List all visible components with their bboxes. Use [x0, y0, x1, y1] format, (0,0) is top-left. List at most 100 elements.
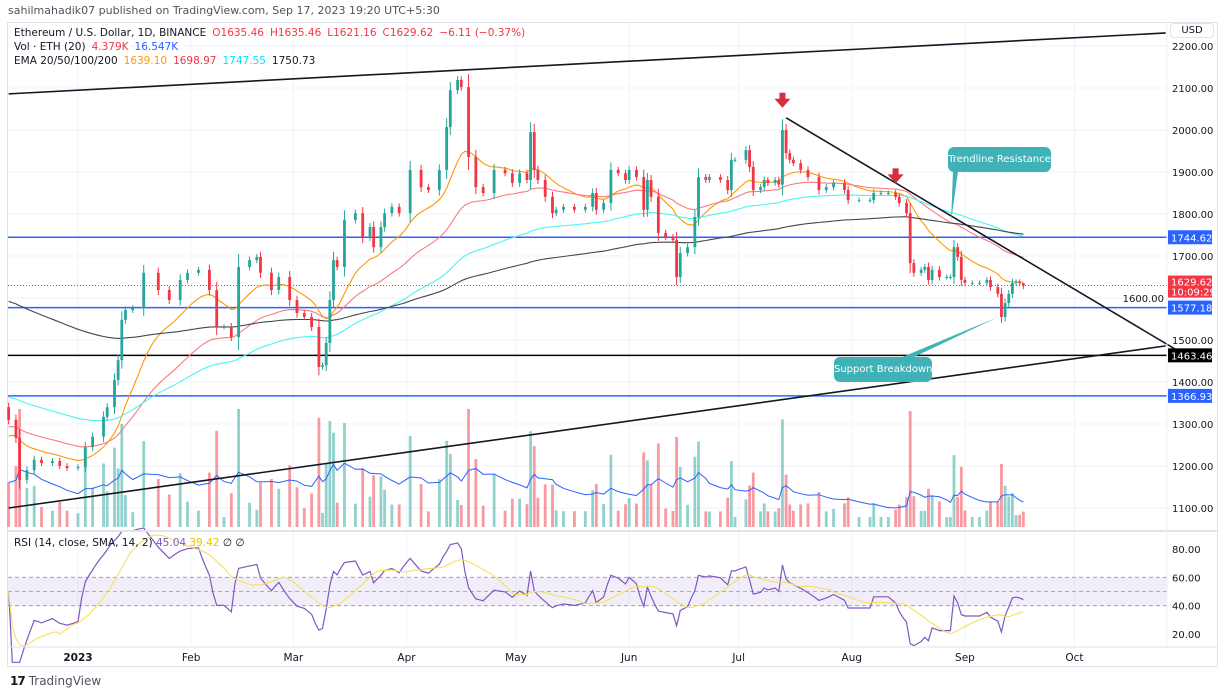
volume-bar [543, 484, 547, 527]
ohlc-open: O1635.46 [212, 27, 264, 39]
candle-body [332, 260, 335, 301]
candle-body [229, 326, 233, 338]
callout-pointer [951, 171, 958, 222]
candle-body [697, 177, 700, 217]
candle-body [40, 459, 43, 464]
price-tick-label: 1800.00 [1172, 210, 1213, 221]
candle-body [302, 313, 306, 317]
candle-body [1018, 282, 1022, 284]
volume-bar [354, 503, 357, 527]
volume-bar [678, 466, 682, 527]
ema100-value: 1747.55 [222, 55, 266, 67]
candle-body [1021, 283, 1025, 286]
candle-body [609, 169, 613, 204]
candle-body [938, 269, 941, 277]
time-tick-label: Oct [1065, 652, 1083, 664]
candle-body [328, 300, 332, 343]
ema20-value: 1639.10 [123, 55, 168, 67]
volume-bar [270, 479, 273, 527]
volume-bar [978, 517, 981, 527]
volume-bar [624, 504, 627, 527]
candle-body [397, 206, 401, 214]
volume-bar [229, 493, 233, 527]
price-tick-label: 2100.00 [1172, 84, 1213, 95]
candle-body [105, 407, 109, 417]
candle-body [310, 316, 313, 327]
volume-bar [124, 495, 127, 527]
candle-body [178, 279, 182, 301]
volume-bar [832, 508, 835, 527]
volume-bar [335, 502, 339, 527]
candle-body [930, 269, 934, 280]
price-tick-label: 1400.00 [1172, 378, 1213, 389]
volume-bar [573, 511, 576, 527]
volume-bar [368, 496, 372, 527]
volume-bar [908, 410, 912, 527]
level-price-label: 1744.62 [1171, 233, 1212, 244]
legend-volume-row[interactable]: Vol · ETH (20) 4.379K 16.547K [14, 41, 184, 53]
rsi-label: RSI (14, close, SMA, 14, 2) [14, 537, 153, 549]
ohlc-low: L1621.16 [327, 27, 377, 39]
candle-body [678, 253, 682, 277]
candle-body [729, 159, 733, 191]
candle-body [583, 206, 587, 210]
callout-trendline-resistance[interactable]: Trendline Resistance [948, 147, 1051, 172]
candle-body [897, 196, 901, 204]
candle-body [383, 213, 386, 228]
candle-body [744, 150, 748, 160]
volume-bar [784, 474, 788, 527]
volume-bar [131, 512, 135, 527]
volume-bar [686, 504, 689, 527]
candle-body [372, 227, 376, 248]
candle-body [532, 132, 536, 170]
callout-support-breakdown[interactable]: Support Breakdown [834, 357, 933, 382]
volume-bar [467, 409, 470, 527]
candle-body [843, 182, 846, 191]
volume-bar [324, 463, 328, 527]
candle-body [996, 287, 1000, 294]
candle-body [32, 459, 36, 471]
volume-bar [116, 468, 120, 527]
volume-bar [408, 435, 412, 527]
time-tick-label: May [505, 652, 527, 664]
level-price-tag [1168, 230, 1212, 245]
candle-body [270, 272, 273, 291]
tradingview-logo[interactable]: 17 TradingView [10, 674, 101, 688]
candle-body [970, 282, 974, 284]
volume-bar [302, 508, 306, 527]
volume-bar [748, 485, 751, 527]
candle-body [237, 266, 240, 338]
candle-body [76, 466, 80, 469]
trendline [8, 345, 1166, 509]
candle-body [978, 282, 981, 284]
rsi-tick-label: 20.00 [1172, 630, 1201, 641]
volume-bar [481, 505, 485, 527]
level-price-tag [1168, 348, 1212, 363]
volume-bar [197, 510, 200, 527]
volume-bar [277, 488, 281, 527]
legend-ema-row[interactable]: EMA 20/50/100/200 1639.10 1698.97 1747.55 17… [14, 55, 321, 67]
ohlc-close: C1629.62 [382, 27, 434, 39]
rsi-legend[interactable]: RSI (14, close, SMA, 14, 2) 45.04 39.42 … [14, 537, 244, 549]
candle-body [726, 179, 730, 191]
candle-body [894, 193, 897, 197]
candle-body [156, 272, 160, 291]
time-tick-label: Apr [397, 652, 416, 664]
current-price-tag [1168, 275, 1212, 298]
rsi-tick-label: 80.00 [1172, 545, 1201, 556]
candle-body [751, 166, 755, 191]
candle-body [116, 360, 120, 380]
candle-body [719, 177, 722, 180]
volume-bar [846, 497, 850, 527]
candle-body [1014, 282, 1018, 284]
candle-body [649, 179, 653, 197]
candle-body [492, 169, 496, 193]
candle-body [573, 206, 576, 210]
currency-button[interactable]: USD [1170, 23, 1214, 38]
level-price-tag [1168, 388, 1212, 403]
candle-body [945, 277, 949, 278]
volume-bar [397, 504, 401, 527]
candle-body [799, 163, 803, 170]
volume-bar [310, 493, 313, 527]
